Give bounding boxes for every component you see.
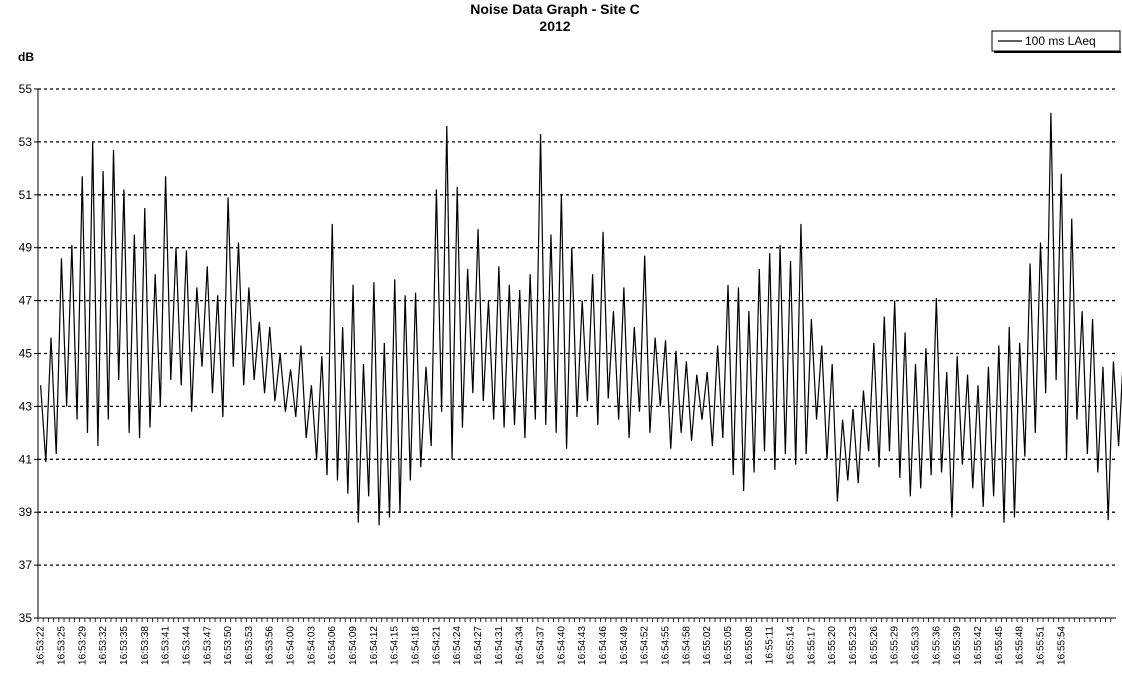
y-tick-label: 39	[19, 505, 33, 519]
x-tick-label: 16:55:48	[1015, 626, 1026, 665]
chart-title: Noise Data Graph - Site C	[470, 1, 640, 17]
legend-label: 100 ms LAeq	[1025, 34, 1096, 48]
x-tick-label: 16:54:37	[536, 626, 547, 665]
x-tick-label: 16:53:47	[202, 626, 213, 665]
y-tick-label: 41	[19, 452, 33, 466]
x-tick-label: 16:53:44	[181, 626, 192, 665]
x-tick-label: 16:55:45	[994, 626, 1005, 665]
x-tick-label: 16:53:53	[244, 626, 255, 665]
x-tick-label: 16:55:20	[827, 626, 838, 665]
x-tick-label: 16:54:18	[411, 626, 422, 665]
x-tick-label: 16:54:06	[327, 626, 338, 665]
x-tick-label: 16:54:52	[640, 626, 651, 665]
x-tick-label: 16:55:11	[765, 626, 776, 665]
x-tick-label: 16:53:41	[161, 626, 172, 665]
x-tick-label: 16:54:09	[348, 626, 359, 665]
x-tick-label: 16:54:58	[681, 626, 692, 665]
x-tick-label: 16:54:00	[286, 626, 297, 665]
x-tick-label: 16:55:39	[952, 626, 963, 665]
x-tick-label: 16:54:03	[306, 626, 317, 665]
x-tick-label: 16:55:51	[1035, 626, 1046, 665]
y-tick-label: 35	[19, 611, 33, 625]
x-tick-label: 16:54:24	[452, 626, 463, 665]
x-tick-label: 16:54:12	[369, 626, 380, 665]
x-tick-label: 16:53:22	[36, 626, 47, 665]
x-tick-label: 16:55:17	[806, 626, 817, 665]
y-tick-label: 47	[19, 294, 33, 308]
x-tick-label: 16:54:27	[473, 626, 484, 665]
x-tick-label: 16:54:49	[619, 626, 630, 665]
x-tick-label: 16:53:50	[223, 626, 234, 665]
y-tick-label: 49	[19, 241, 33, 255]
x-tick-label: 16:55:14	[786, 626, 797, 665]
x-tick-label: 16:55:33	[911, 626, 922, 665]
x-tick-label: 16:54:43	[577, 626, 588, 665]
y-axis-label: dB	[18, 50, 34, 64]
y-tick-label: 51	[19, 188, 33, 202]
x-tick-label: 16:55:42	[973, 626, 984, 665]
x-tick-label: 16:55:23	[848, 626, 859, 665]
chart-subtitle: 2012	[539, 18, 570, 34]
x-tick-label: 16:53:38	[140, 626, 151, 665]
x-tick-label: 16:54:40	[556, 626, 567, 665]
x-tick-label: 16:55:05	[723, 626, 734, 665]
x-tick-label: 16:55:54	[1056, 626, 1067, 665]
x-tick-label: 16:53:29	[77, 626, 88, 665]
x-tick-label: 16:53:32	[98, 626, 109, 665]
y-tick-label: 43	[19, 399, 33, 413]
x-tick-label: 16:55:29	[890, 626, 901, 665]
x-tick-label: 16:54:34	[515, 626, 526, 665]
x-tick-label: 16:54:46	[598, 626, 609, 665]
x-tick-label: 16:55:02	[702, 626, 713, 665]
series-line	[40, 112, 1122, 526]
x-tick-label: 16:53:56	[265, 626, 276, 665]
x-tick-label: 16:53:35	[119, 626, 130, 665]
x-tick-label: 16:55:36	[931, 626, 942, 665]
x-tick-label: 16:55:26	[869, 626, 880, 665]
y-tick-label: 45	[19, 347, 33, 361]
x-tick-label: 16:54:55	[661, 626, 672, 665]
legend: 100 ms LAeq	[991, 30, 1121, 53]
x-tick-label: 16:53:25	[56, 626, 67, 665]
x-tick-label: 16:55:08	[744, 626, 755, 665]
y-tick-label: 55	[19, 82, 33, 96]
y-tick-label: 53	[19, 135, 33, 149]
x-tick-label: 16:54:21	[431, 626, 442, 665]
x-tick-label: 16:54:31	[494, 626, 505, 665]
x-tick-label: 16:54:15	[390, 626, 401, 665]
y-tick-label: 37	[19, 558, 33, 572]
